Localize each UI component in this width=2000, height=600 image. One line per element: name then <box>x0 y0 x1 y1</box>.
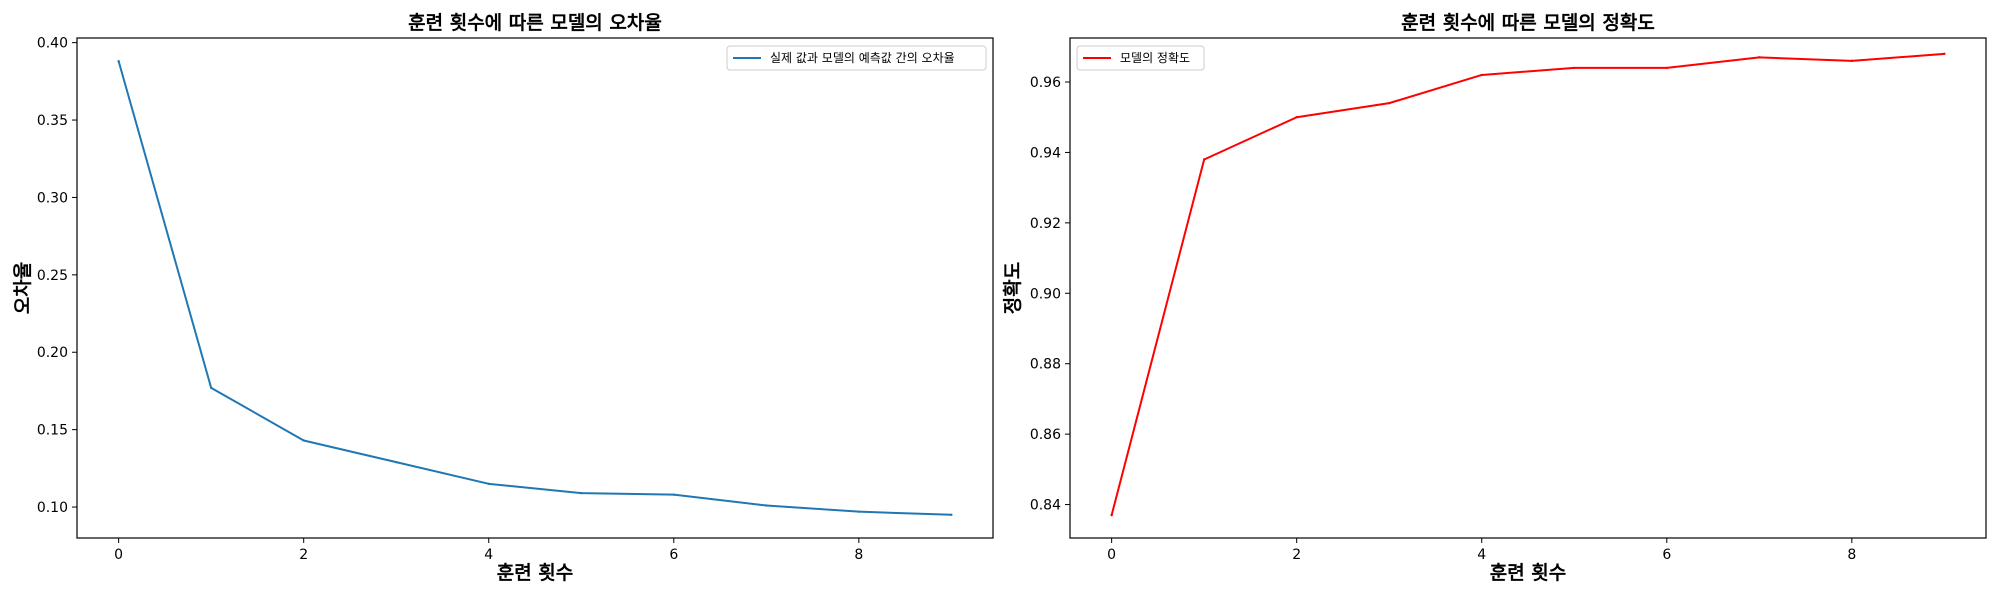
data-point <box>1573 66 1576 70</box>
x-axis-label: 훈련 횟수 <box>497 561 574 584</box>
data-point <box>672 493 675 496</box>
plot-area <box>1069 37 1987 539</box>
y-tick-label: 0.25 <box>37 268 68 284</box>
data-point <box>857 510 861 513</box>
x-axis-label: 훈련 횟수 <box>1490 561 1567 584</box>
data-point <box>117 60 120 63</box>
y-tick-label: 0.40 <box>37 36 68 52</box>
data-point <box>487 482 490 486</box>
series-line <box>1110 52 1945 516</box>
chart-title: 훈련 횟수에 따른 모델의 정확도 <box>1401 11 1655 34</box>
y-tick-label: 0.86 <box>1030 427 1061 443</box>
data-point <box>1110 513 1113 517</box>
legend: 모델의 정확도 <box>1076 45 1205 71</box>
axis-ticks: 0 2 4 6 8 0.84 0.86 0.88 0.90 0.92 0.94 0.96 <box>1030 75 1856 563</box>
axis-ticks: 0 2 4 6 8 0.10 0.15 0.20 0.25 0.30 0.35 0.40 <box>37 36 863 563</box>
x-tick-label: 8 <box>1847 547 1856 563</box>
data-point <box>302 439 305 442</box>
x-tick-label: 0 <box>1107 547 1116 563</box>
y-tick-label: 0.30 <box>37 190 68 206</box>
series-lines <box>1110 52 1946 517</box>
data-point <box>209 386 213 390</box>
error-rate-chart: 훈련 횟수에 따른 모델의 오차율 훈련 횟수 오차율 0 2 4 6 8 0.10 0.1… <box>12 11 994 584</box>
y-tick-label: 0.88 <box>1030 357 1061 373</box>
x-tick-label: 2 <box>1292 547 1301 563</box>
data-point <box>765 504 768 507</box>
data-point <box>1202 158 1206 161</box>
x-tick-label: 6 <box>1662 547 1671 563</box>
legend-box <box>1076 45 1205 71</box>
y-axis-label: 정확도 <box>1001 262 1024 314</box>
y-tick-label: 0.92 <box>1030 216 1061 232</box>
y-tick-label: 0.90 <box>1030 286 1061 302</box>
chart-title: 훈련 횟수에 따른 모델의 오차율 <box>408 11 662 34</box>
series-line <box>117 60 952 516</box>
data-point <box>1758 56 1761 59</box>
y-axis-label: 오차율 <box>12 262 34 314</box>
x-tick-label: 8 <box>854 547 863 563</box>
data-point <box>395 460 398 464</box>
accuracy-chart: 훈련 횟수에 따른 모델의 정확도 훈련 횟수 정확도 0 2 4 6 8 0.84 0.8… <box>1001 11 1987 584</box>
data-point <box>1850 59 1854 63</box>
y-tick-label: 0.20 <box>37 345 68 361</box>
plot-area <box>76 37 994 539</box>
x-tick-label: 0 <box>114 547 123 563</box>
data-point <box>950 513 953 516</box>
data-point <box>580 491 583 495</box>
legend: 실제 값과 모델의 예측값 간의 오차율 <box>726 45 987 71</box>
y-tick-label: 0.84 <box>1030 498 1061 514</box>
data-point <box>1295 116 1298 119</box>
y-tick-label: 0.10 <box>37 500 68 516</box>
y-tick-label: 0.35 <box>37 113 68 129</box>
data-point <box>1665 66 1668 70</box>
x-tick-label: 2 <box>299 547 308 563</box>
series-lines <box>117 60 953 516</box>
x-tick-label: 4 <box>1477 547 1486 563</box>
x-tick-label: 4 <box>484 547 493 563</box>
legend-entry: 실제 값과 모델의 예측값 간의 오차율 <box>770 51 955 65</box>
y-tick-label: 0.94 <box>1030 145 1061 161</box>
legend-entry: 모델의 정확도 <box>1120 51 1190 65</box>
data-point <box>1480 73 1483 77</box>
x-tick-label: 6 <box>669 547 678 563</box>
data-point <box>1388 101 1391 105</box>
legend-box <box>726 45 987 71</box>
data-point <box>1943 52 1946 56</box>
y-tick-label: 0.96 <box>1030 75 1061 91</box>
y-tick-label: 0.15 <box>37 423 68 439</box>
